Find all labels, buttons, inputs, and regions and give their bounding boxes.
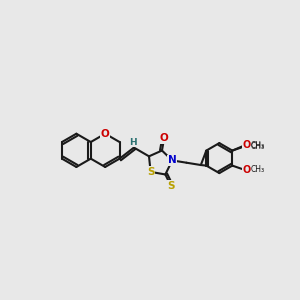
Text: O: O	[242, 141, 251, 151]
Text: O: O	[242, 140, 251, 150]
Text: O: O	[101, 129, 110, 139]
Text: CH₃: CH₃	[251, 166, 265, 175]
Text: O: O	[242, 165, 251, 175]
Text: S: S	[147, 167, 154, 177]
Text: O: O	[160, 133, 168, 143]
Text: N: N	[168, 155, 177, 165]
Text: H: H	[130, 138, 137, 147]
Text: CH₃: CH₃	[251, 141, 265, 150]
Text: S: S	[167, 181, 175, 191]
Text: CH₃: CH₃	[251, 142, 265, 151]
